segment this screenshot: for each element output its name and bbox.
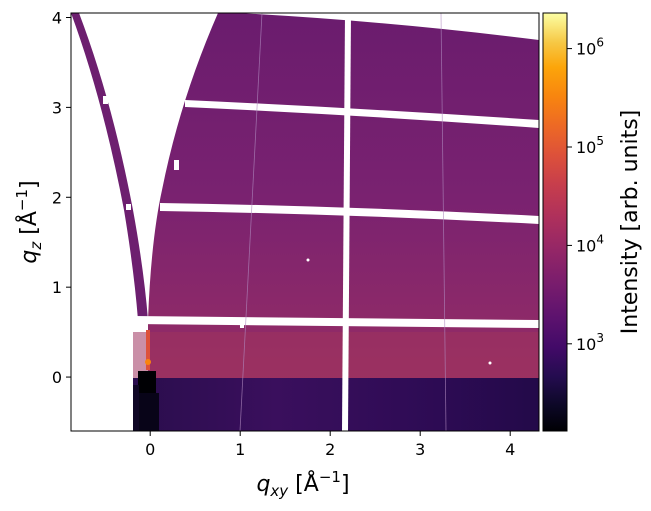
- colorbar-label: Intensity [arb. units]: [618, 110, 643, 334]
- heatmap-image: [71, 13, 539, 431]
- y-tick-label: 2: [52, 188, 62, 207]
- y-axis-ticks: 0 1 2 3 4: [52, 8, 71, 387]
- x-tick-label: 1: [235, 440, 245, 459]
- colorbar-tick-label: 104: [576, 232, 604, 255]
- plot-frame: [70, 12, 540, 432]
- y-tick-label: 3: [52, 98, 62, 117]
- colorbar: [542, 12, 568, 432]
- x-axis-label: qxy [Å−1]: [256, 468, 349, 500]
- x-tick-label: 4: [505, 440, 515, 459]
- x-tick-label: 3: [415, 440, 425, 459]
- x-axis-ticks: 0 1 2 3 4: [145, 431, 515, 459]
- y-tick-label: 1: [52, 278, 62, 297]
- colorbar-tick-label: 103: [576, 331, 604, 354]
- y-axis-label: qz [Å−1]: [13, 180, 45, 263]
- colorbar-tick-label: 105: [576, 134, 604, 157]
- colorbar-ticks: 103 104 105 106: [567, 36, 604, 354]
- y-tick-label: 4: [52, 8, 62, 27]
- x-tick-label: 0: [145, 440, 155, 459]
- y-tick-label: 0: [52, 368, 62, 387]
- colorbar-tick-label: 106: [576, 36, 604, 59]
- x-tick-label: 2: [325, 440, 335, 459]
